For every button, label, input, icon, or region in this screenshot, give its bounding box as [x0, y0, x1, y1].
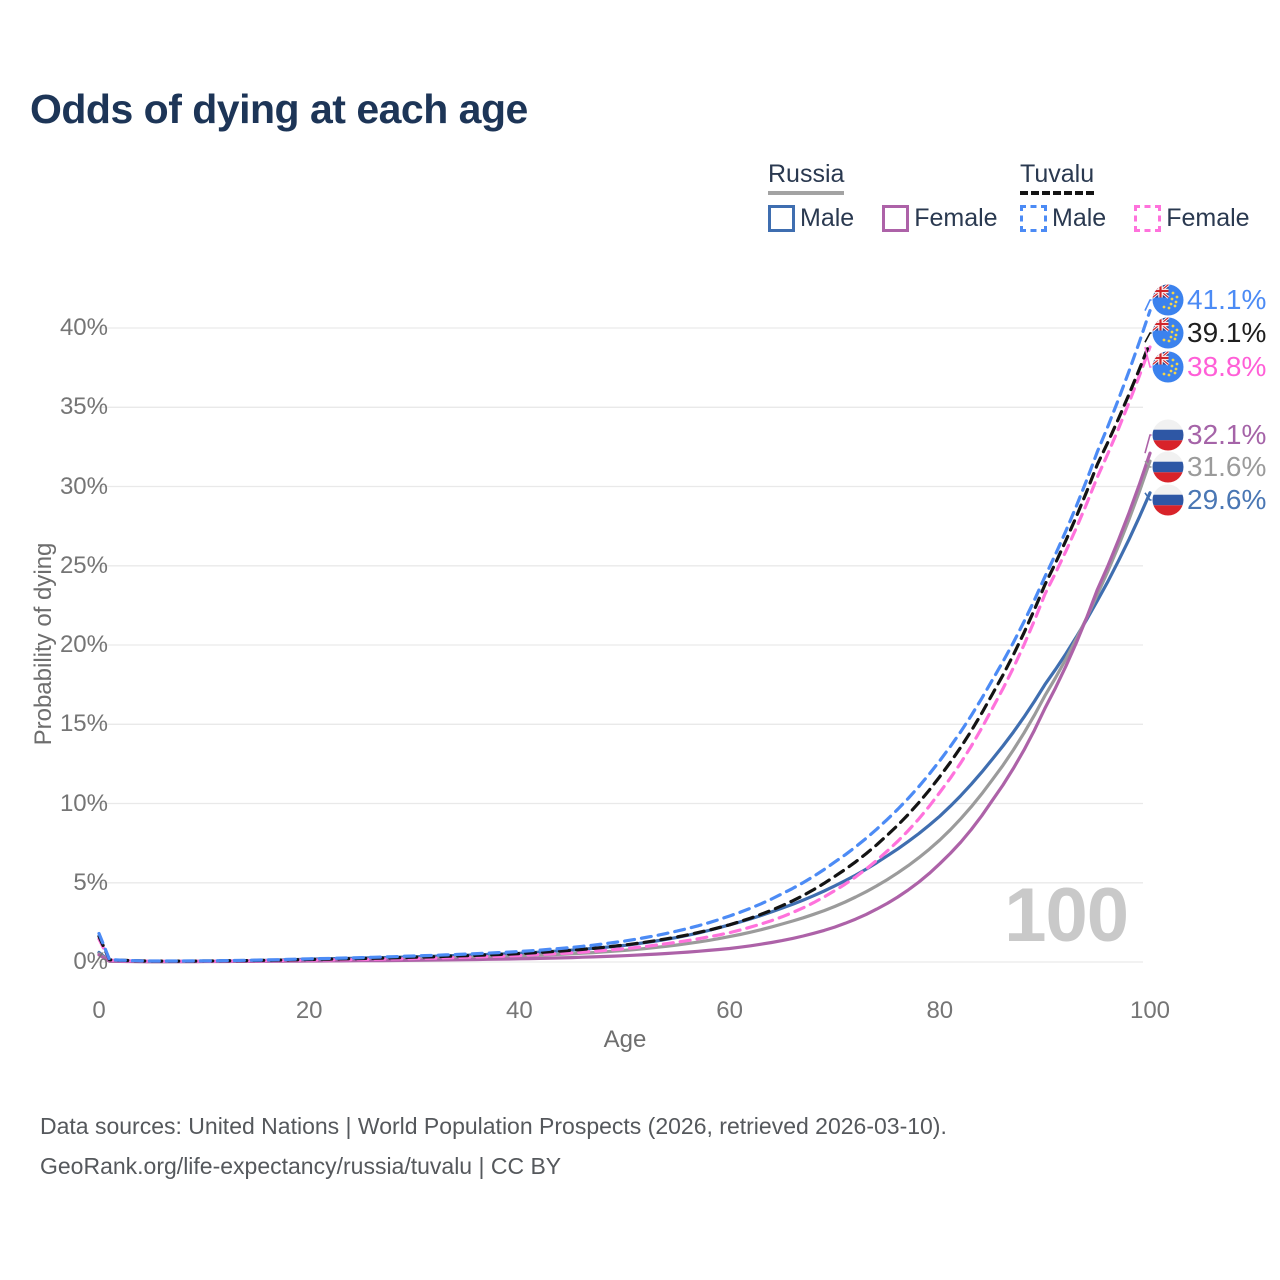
- legend-swatch-icon: [1020, 205, 1047, 232]
- legend-item-label: Female: [1166, 204, 1250, 232]
- legend-country-russia: Russia: [768, 160, 845, 195]
- y-axis-title: Probability of dying: [30, 542, 57, 746]
- legend-item-russia-male[interactable]: Male: [768, 204, 854, 233]
- y-tick-25: 25%: [59, 551, 108, 579]
- legend-group-tuvalu: Tuvalu Male Female: [1020, 160, 1250, 233]
- legend-item-tuvalu-female[interactable]: Female: [1134, 204, 1250, 233]
- y-tick-15: 15%: [59, 710, 108, 738]
- y-tick-30: 30%: [59, 472, 108, 500]
- x-tick-40: 40: [506, 997, 533, 1024]
- x-tick-100: 100: [1129, 997, 1171, 1024]
- page-title: Odds of dying at each age: [30, 86, 528, 132]
- y-tick-40: 40%: [59, 314, 108, 341]
- legend-swatch-icon: [1134, 205, 1162, 232]
- legend-group-russia: Russia Male Female: [768, 160, 998, 233]
- legend-country-tuvalu: Tuvalu: [1020, 160, 1095, 195]
- series-line-russia-both: [97, 459, 1152, 964]
- tuvalu-flag-icon: [1151, 350, 1185, 384]
- legend-item-label: Male: [1052, 204, 1107, 232]
- russia-flag-icon: [1151, 418, 1185, 452]
- footer-attribution: GeoRank.org/life-expectancy/russia/tuval…: [40, 1153, 562, 1179]
- age-marker-watermark: 100: [1004, 873, 1129, 958]
- y-tick-20: 20%: [59, 631, 108, 658]
- y-tick-35: 35%: [59, 393, 108, 421]
- x-tick-80: 80: [926, 997, 954, 1024]
- series-line-russia-male: [97, 491, 1152, 964]
- footer: Data sources: United Nations | World Pop…: [40, 1106, 947, 1186]
- legend-swatch-icon: [882, 205, 910, 232]
- y-tick-0: 0%: [73, 948, 108, 975]
- x-tick-60: 60: [716, 997, 743, 1024]
- tuvalu-flag-icon: [1151, 316, 1185, 350]
- legend-item-label: Female: [914, 204, 998, 232]
- end-label-russia-male: 29.6%: [1187, 484, 1267, 515]
- series-line-tuvalu-both: [97, 340, 1152, 963]
- legend-items-row: Male Female: [1020, 204, 1250, 233]
- end-label-tuvalu-female: 38.8%: [1187, 351, 1267, 382]
- legend-swatch-icon: [768, 205, 795, 232]
- legend-item-tuvalu-male[interactable]: Male: [1020, 204, 1106, 233]
- end-label-russia-both: 31.6%: [1187, 451, 1267, 482]
- y-tick-5: 5%: [73, 868, 108, 896]
- end-label-russia-female: 32.1%: [1187, 419, 1267, 450]
- x-axis-title: Age: [603, 1026, 647, 1053]
- legend-items-row: Male Female: [768, 204, 998, 233]
- russia-flag-icon: [1151, 483, 1185, 517]
- series-line-tuvalu-male: [97, 309, 1152, 963]
- end-label-tuvalu-both: 39.1%: [1187, 317, 1267, 348]
- tuvalu-flag-icon: [1151, 283, 1185, 317]
- russia-flag-icon: [1151, 450, 1185, 484]
- end-label-tuvalu-male: 41.1%: [1187, 284, 1267, 315]
- y-tick-10: 10%: [59, 789, 108, 817]
- footer-data-sources: Data sources: United Nations | World Pop…: [40, 1113, 947, 1139]
- legend-item-label: Male: [800, 204, 855, 232]
- x-tick-20: 20: [295, 997, 323, 1024]
- legend-item-russia-female[interactable]: Female: [882, 204, 998, 233]
- series-line-tuvalu-female: [97, 345, 1152, 963]
- x-tick-0: 0: [92, 997, 106, 1024]
